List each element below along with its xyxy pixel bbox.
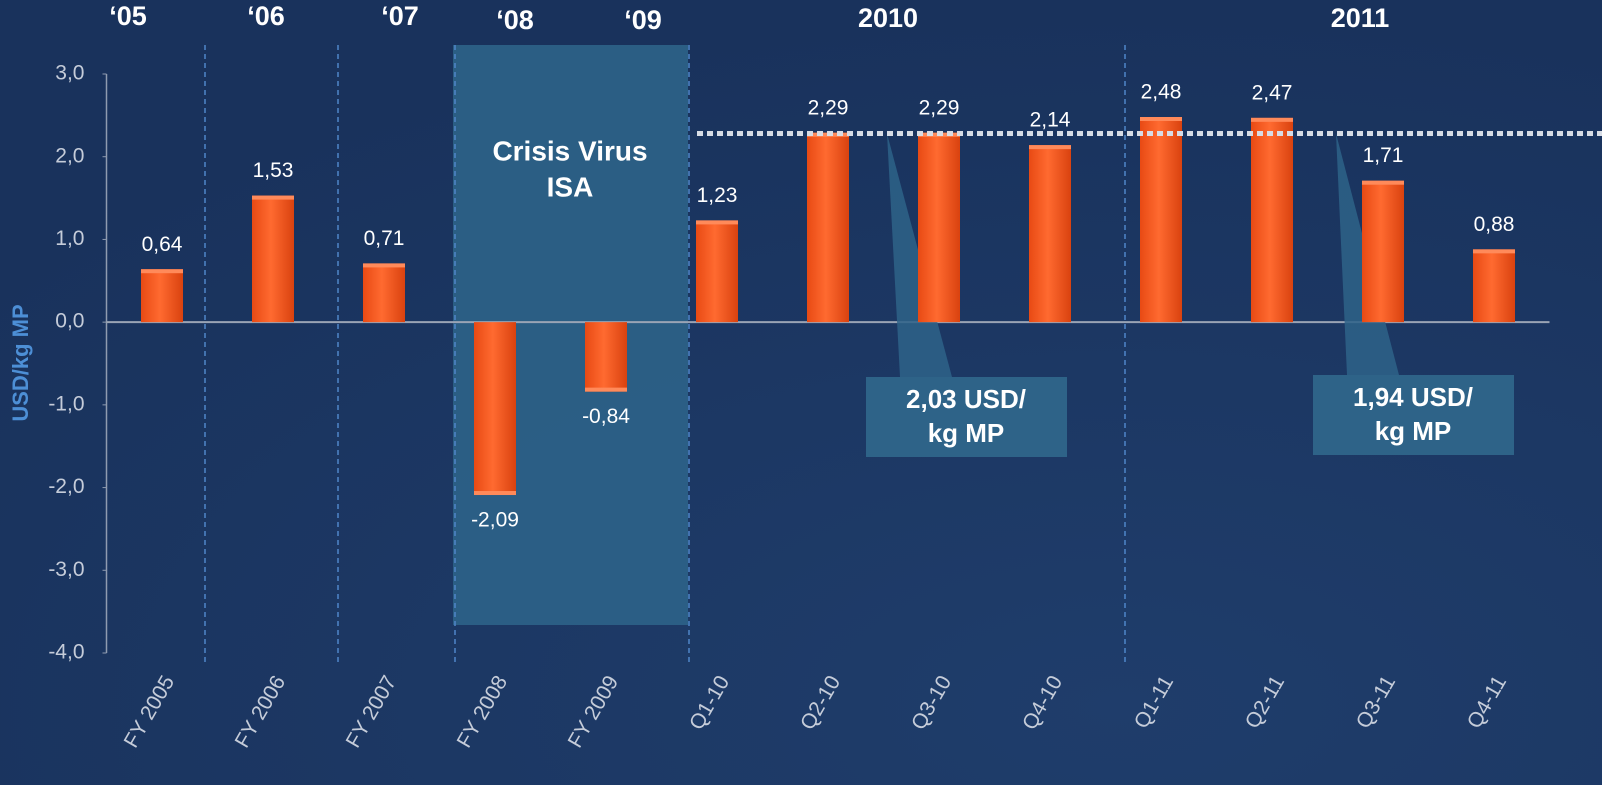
y-tick-label: -1,0 <box>48 392 84 415</box>
y-tick-label: 3,0 <box>55 62 84 85</box>
bar <box>696 220 738 323</box>
callout-box <box>1313 375 1514 455</box>
bar <box>1251 117 1293 323</box>
value-label: 2,47 <box>1252 81 1293 104</box>
bar <box>252 195 294 323</box>
value-label: 1,71 <box>1363 144 1404 167</box>
y-tick-label: -4,0 <box>48 641 84 664</box>
value-label: 0,88 <box>1474 213 1515 236</box>
bar-cap <box>696 220 738 225</box>
y-axis-label: USD/kg MP <box>8 304 33 421</box>
value-label: 1,23 <box>697 184 738 207</box>
bar <box>363 263 405 323</box>
bar <box>1029 145 1071 323</box>
value-label: -0,84 <box>582 405 630 428</box>
bar <box>807 132 849 323</box>
y-tick-label: -3,0 <box>48 558 84 581</box>
callout-text: kg MP <box>1375 416 1452 446</box>
bar-cap <box>1029 145 1071 150</box>
bar-cap <box>141 269 183 274</box>
bar <box>1362 180 1404 323</box>
period-label: ‘08 <box>496 5 534 35</box>
bar-cap <box>1251 117 1293 122</box>
dividers <box>204 45 1126 662</box>
bar <box>918 132 960 323</box>
callout-text: 2,03 USD/ <box>906 384 1026 414</box>
value-label: 2,29 <box>919 96 960 119</box>
bar <box>585 322 627 392</box>
value-label: 0,64 <box>142 233 183 256</box>
period-label: ‘07 <box>381 1 419 31</box>
y-tick-label: 0,0 <box>55 310 84 333</box>
bar-cap <box>1140 117 1182 122</box>
bar-cap <box>252 195 294 200</box>
callout-text: kg MP <box>928 418 1005 448</box>
bar <box>141 269 183 323</box>
crisis-label: ISA <box>547 171 594 202</box>
bar-cap <box>474 491 516 496</box>
bar <box>1140 117 1182 323</box>
period-label: ‘05 <box>109 1 147 31</box>
bar <box>1473 249 1515 323</box>
y-tick-label: -2,0 <box>48 475 84 498</box>
period-label: ‘06 <box>247 1 285 31</box>
value-label: 2,48 <box>1141 81 1182 104</box>
bar <box>474 322 516 496</box>
period-label: 2011 <box>1331 3 1390 33</box>
period-label: ‘09 <box>624 5 662 35</box>
bar-cap <box>363 263 405 268</box>
callout-text: 1,94 USD/ <box>1353 382 1473 412</box>
value-label: 1,53 <box>253 159 294 182</box>
value-label: 2,29 <box>808 96 849 119</box>
period-label: 2010 <box>858 3 918 33</box>
value-label: -2,09 <box>471 509 519 532</box>
y-tick-label: 1,0 <box>55 227 84 250</box>
bar-cap <box>1473 249 1515 254</box>
value-label: 2,14 <box>1030 109 1071 132</box>
bar-cap <box>1362 180 1404 185</box>
crisis-label: Crisis Virus <box>492 135 647 166</box>
value-label: 0,71 <box>364 227 405 250</box>
bar-cap <box>585 387 627 392</box>
y-tick-label: 2,0 <box>55 144 84 167</box>
callout-box <box>866 377 1067 457</box>
